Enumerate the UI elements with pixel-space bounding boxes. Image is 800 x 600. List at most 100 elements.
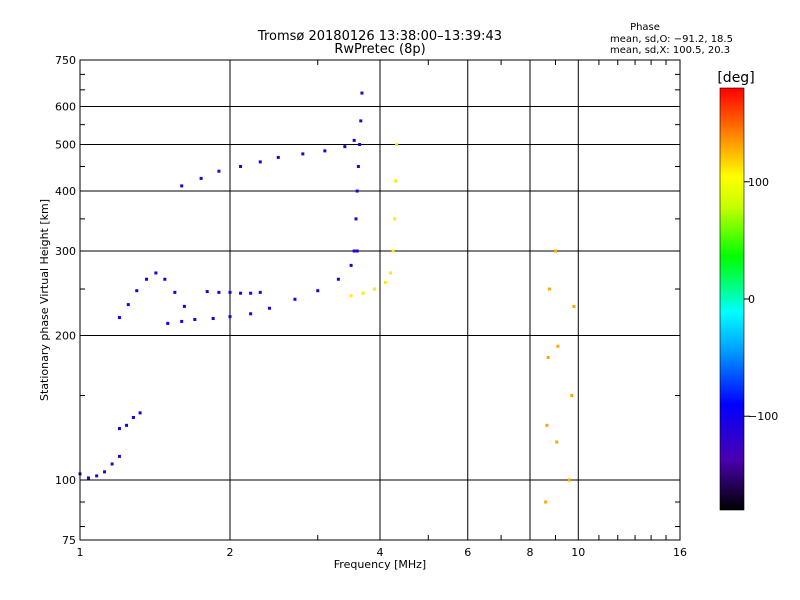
data-point [356, 164, 360, 168]
x-tick-label: 8 [527, 546, 534, 559]
data-point [193, 317, 197, 321]
data-point [301, 152, 305, 156]
y-tick-label: 75 [62, 534, 76, 547]
data-point [239, 291, 243, 295]
y-axis-ticks: 75 100 200 300 400 500 600 750 [55, 54, 680, 547]
data-point [352, 249, 356, 253]
data-point [354, 217, 358, 221]
scatter-points [78, 91, 576, 504]
data-point [154, 271, 158, 275]
colorbar [719, 87, 745, 511]
x-tick-label: 2 [227, 546, 234, 559]
data-point [391, 249, 395, 253]
y-tick-label: 750 [55, 54, 76, 67]
data-point [555, 440, 559, 444]
data-point [567, 478, 571, 482]
x-tick-label: 6 [464, 546, 471, 559]
data-point [373, 287, 377, 291]
chart-title: Tromsø 20180126 13:38:00–13:39:43 [257, 29, 502, 44]
data-point [395, 143, 399, 147]
data-point [572, 304, 576, 308]
data-point [267, 306, 271, 310]
data-point [361, 291, 365, 295]
data-point [355, 249, 359, 253]
data-point [110, 462, 114, 466]
data-point [131, 415, 135, 419]
data-point [86, 476, 90, 480]
data-point [217, 169, 221, 173]
data-point [323, 149, 327, 153]
data-point [393, 217, 397, 221]
colorbar-tick-label: 0 [748, 293, 755, 306]
data-point [228, 315, 232, 319]
data-point [249, 291, 253, 295]
data-point [239, 164, 243, 168]
colorbar-tick-label: 100 [748, 176, 769, 189]
y-tick-label: 300 [55, 245, 76, 258]
colorbar-unit: [deg] [717, 70, 754, 86]
data-point [103, 470, 107, 474]
data-point [180, 319, 184, 323]
data-point [358, 143, 362, 147]
data-point [182, 304, 186, 308]
data-point [570, 394, 574, 398]
data-point [556, 344, 560, 348]
chart-subtitle: RwPretec (8p) [334, 42, 425, 57]
data-point [316, 289, 320, 293]
data-point [258, 290, 262, 294]
data-point [117, 454, 121, 458]
data-point [117, 316, 121, 320]
data-point [217, 290, 221, 294]
data-point [258, 160, 262, 164]
data-point [359, 119, 363, 123]
data-point [276, 155, 280, 159]
data-point [547, 287, 551, 291]
stats-x-line: mean, sd,X: 100.5, 20.3 [610, 45, 730, 56]
grid-lines [80, 60, 680, 540]
data-point [135, 289, 139, 293]
plot-frame [79, 59, 681, 541]
x-tick-label: 1 [77, 546, 84, 559]
x-tick-label: 4 [377, 546, 384, 559]
stats-heading: Phase [630, 22, 660, 33]
data-point [138, 411, 142, 415]
data-point [546, 355, 550, 359]
data-point [545, 423, 549, 427]
data-point [394, 179, 398, 183]
data-point [211, 317, 215, 321]
x-axis-label: Frequency [MHz] [334, 558, 426, 571]
data-point [199, 176, 203, 180]
data-point [389, 271, 393, 275]
data-point [343, 145, 347, 149]
data-point [180, 184, 184, 188]
data-point [126, 303, 130, 307]
data-point [553, 249, 557, 253]
y-axis-label: Stationary phase Virtual Height [km] [38, 199, 51, 401]
data-point [383, 280, 387, 284]
data-point [145, 277, 149, 281]
data-point [336, 277, 340, 281]
data-point [349, 263, 353, 267]
data-point [95, 474, 99, 478]
data-point [117, 427, 121, 431]
data-point [544, 500, 548, 504]
data-point [166, 321, 170, 325]
data-point [349, 294, 353, 298]
y-tick-label: 500 [55, 139, 76, 152]
colorbar-tick-label: −100 [748, 410, 778, 423]
data-point [249, 312, 253, 316]
stats-o-line: mean, sd,O: −91.2, 18.5 [610, 34, 733, 45]
data-point [355, 189, 359, 193]
y-tick-label: 200 [55, 330, 76, 343]
colorbar-ticks: 100 0 −100 [744, 176, 778, 423]
data-point [228, 290, 232, 294]
data-point [360, 91, 364, 95]
data-point [163, 277, 167, 281]
x-axis-ticks: 1 2 4 6 8 10 16 [77, 60, 687, 559]
data-point [173, 290, 177, 294]
y-tick-label: 400 [55, 185, 76, 198]
x-tick-label: 10 [571, 546, 585, 559]
y-tick-label: 100 [55, 474, 76, 487]
data-point [293, 297, 297, 301]
